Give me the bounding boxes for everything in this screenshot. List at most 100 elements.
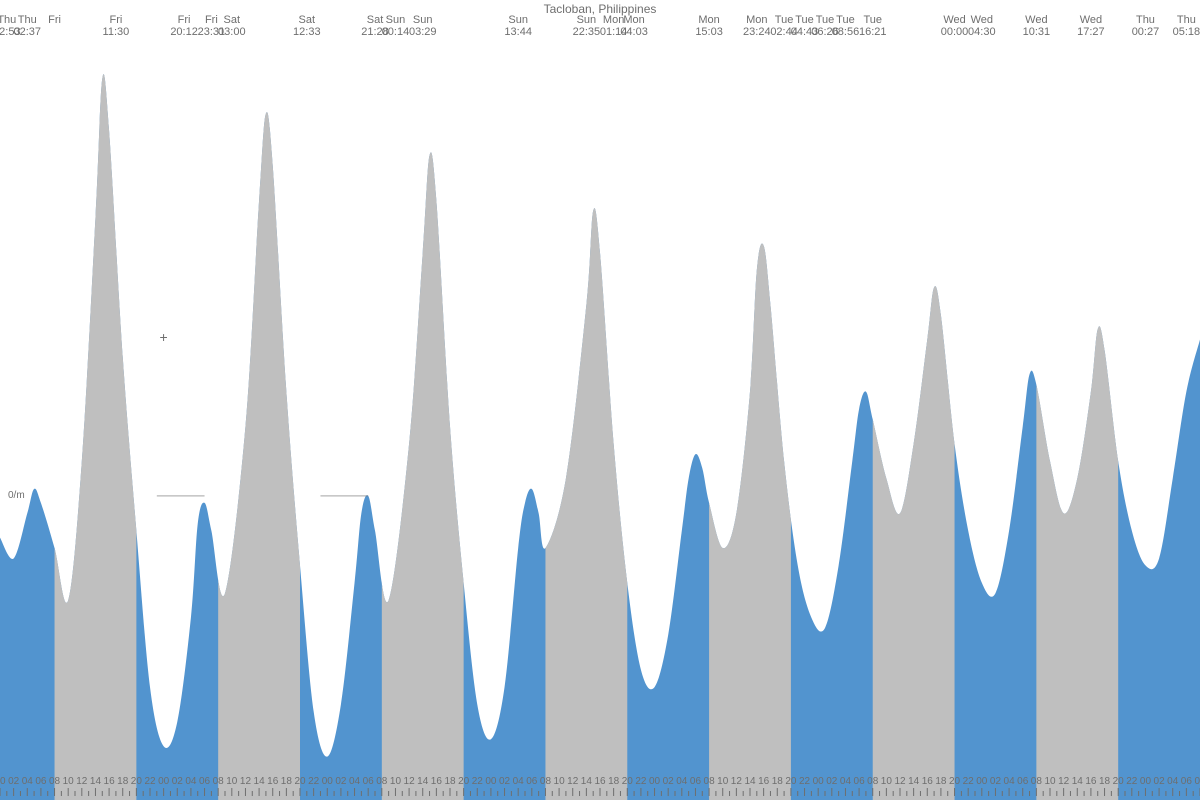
hour-tick-label: 08 <box>540 776 551 787</box>
tide-event-label: Mon23:24 <box>743 14 771 38</box>
hour-tick-label: 02 <box>663 776 674 787</box>
hour-tick-label: 08 <box>1194 776 1200 787</box>
hour-tick-label: 08 <box>1031 776 1042 787</box>
hour-tick-label: 22 <box>308 776 319 787</box>
hour-tick-label: 20 <box>622 776 633 787</box>
hour-tick-label: 00 <box>0 776 6 787</box>
tide-event-label: Sun00:14 <box>382 14 410 38</box>
hour-tick-label: 02 <box>172 776 183 787</box>
hour-tick-label: 22 <box>144 776 155 787</box>
hour-tick-label: 00 <box>158 776 169 787</box>
hour-tick-label: 16 <box>758 776 769 787</box>
hour-tick-label: 16 <box>594 776 605 787</box>
hour-tick-label: 22 <box>799 776 810 787</box>
hour-tick-label: 06 <box>526 776 537 787</box>
hour-tick-label: 16 <box>104 776 115 787</box>
hour-tick-label: 14 <box>744 776 755 787</box>
tide-event-label: Sun03:29 <box>409 14 437 38</box>
hour-tick-label: 02 <box>499 776 510 787</box>
hour-tick-label: 14 <box>1072 776 1083 787</box>
tide-event-label: Mon04:03 <box>620 14 648 38</box>
hour-tick-label: 16 <box>922 776 933 787</box>
hour-tick-label: 04 <box>349 776 360 787</box>
hour-tick-label: 02 <box>1154 776 1165 787</box>
hour-tick-label: 04 <box>513 776 524 787</box>
hour-tick-label: 00 <box>813 776 824 787</box>
hour-tick-label: 18 <box>935 776 946 787</box>
hour-tick-label: 04 <box>840 776 851 787</box>
hour-tick-label: 06 <box>363 776 374 787</box>
tide-event-label: Tue08:56 <box>832 14 860 38</box>
hour-tick-label: 18 <box>608 776 619 787</box>
hour-tick-label: 18 <box>1099 776 1110 787</box>
hour-tick-label: 08 <box>376 776 387 787</box>
tide-event-label: Thu02:37 <box>14 14 42 38</box>
hour-tick-label: 06 <box>690 776 701 787</box>
tide-event-label: Fri20:12 <box>170 14 198 38</box>
hour-tick-label: 04 <box>676 776 687 787</box>
hour-tick-label: 02 <box>335 776 346 787</box>
tide-event-label: Sat12:33 <box>293 14 321 38</box>
hour-tick-label: 22 <box>472 776 483 787</box>
hour-tick-label: 06 <box>1017 776 1028 787</box>
hour-tick-label: 14 <box>254 776 265 787</box>
hour-tick-label: 12 <box>567 776 578 787</box>
tide-event-label: Wed17:27 <box>1077 14 1105 38</box>
hour-tick-label: 12 <box>404 776 415 787</box>
hour-tick-label: 14 <box>90 776 101 787</box>
tide-event-label: Mon15:03 <box>695 14 723 38</box>
hour-tick-label: 08 <box>49 776 60 787</box>
hour-tick-label: 02 <box>826 776 837 787</box>
hour-tick-label: 18 <box>772 776 783 787</box>
hour-tick-label: 04 <box>1167 776 1178 787</box>
hour-tick-label: 20 <box>294 776 305 787</box>
tide-event-label: Thu05:18 <box>1173 14 1200 38</box>
hour-tick-label: 14 <box>908 776 919 787</box>
hour-tick-label: 20 <box>131 776 142 787</box>
tide-event-label: Thu00:27 <box>1132 14 1160 38</box>
hour-tick-label: 22 <box>963 776 974 787</box>
hour-tick-label: 12 <box>894 776 905 787</box>
hour-tick-label: 02 <box>8 776 19 787</box>
hour-tick-label: 10 <box>63 776 74 787</box>
tide-event-label: Wed10:31 <box>1023 14 1051 38</box>
hour-tick-label: 22 <box>635 776 646 787</box>
hour-tick-label: 04 <box>22 776 33 787</box>
hour-tick-label: 06 <box>199 776 210 787</box>
tide-event-label: Tue16:21 <box>859 14 887 38</box>
hour-tick-label: 16 <box>267 776 278 787</box>
hour-tick-label: 04 <box>185 776 196 787</box>
hour-tick-label: 08 <box>867 776 878 787</box>
hour-tick-label: 10 <box>390 776 401 787</box>
hour-tick-label: 22 <box>1126 776 1137 787</box>
hour-tick-label: 20 <box>1113 776 1124 787</box>
hour-tick-label: 14 <box>417 776 428 787</box>
tide-chart: Tacloban, Philippines Thu22:53Thu02:37Fr… <box>0 0 1200 800</box>
hour-tick-label: 08 <box>213 776 224 787</box>
hour-tick-label: 12 <box>76 776 87 787</box>
hour-tick-label: 16 <box>1085 776 1096 787</box>
hour-tick-label: 00 <box>649 776 660 787</box>
tide-event-label: Sat03:00 <box>218 14 246 38</box>
tide-event-label: Wed04:30 <box>968 14 996 38</box>
tide-event-label: Fri11:30 <box>103 14 130 38</box>
tide-event-label: Sun13:44 <box>504 14 532 38</box>
crosshair-marker: + <box>159 331 167 347</box>
yaxis-zero-label: 0/m <box>8 490 25 501</box>
hour-tick-label: 00 <box>1140 776 1151 787</box>
hour-tick-label: 10 <box>717 776 728 787</box>
hour-tick-label: 06 <box>1181 776 1192 787</box>
hour-tick-label: 18 <box>117 776 128 787</box>
hour-tick-label: 20 <box>949 776 960 787</box>
tide-event-label: Sun22:35 <box>573 14 601 38</box>
hour-tick-label: 00 <box>322 776 333 787</box>
hour-tick-label: 10 <box>554 776 565 787</box>
hour-tick-label: 20 <box>785 776 796 787</box>
hour-tick-label: 12 <box>731 776 742 787</box>
hour-tick-label: 20 <box>458 776 469 787</box>
hour-tick-label: 10 <box>1044 776 1055 787</box>
hour-tick-label: 10 <box>881 776 892 787</box>
hour-tick-label: 12 <box>240 776 251 787</box>
hour-tick-label: 00 <box>976 776 987 787</box>
hour-tick-label: 00 <box>485 776 496 787</box>
